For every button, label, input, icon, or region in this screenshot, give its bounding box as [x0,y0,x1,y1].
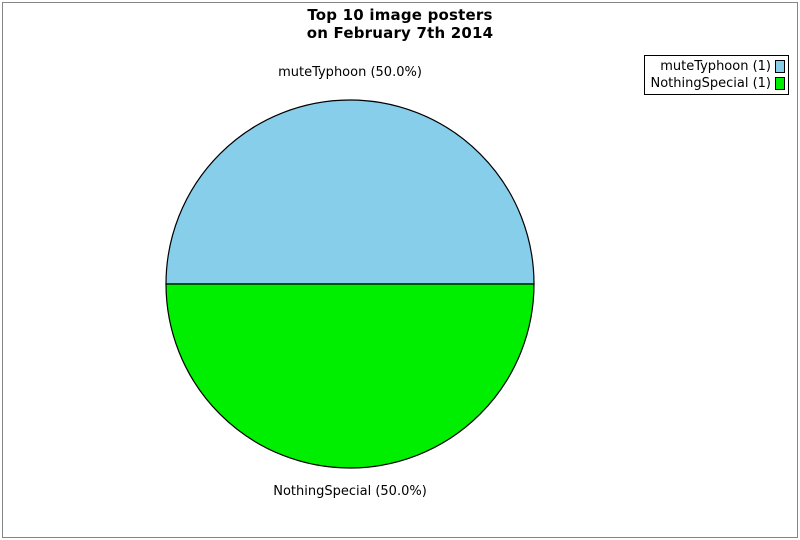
pie-slice-NothingSpecial [165,283,535,469]
chart-title-line2: on February 7th 2014 [306,24,494,42]
pie-chart-svg [165,99,535,469]
legend-label-NothingSpecial: NothingSpecial (1) [650,76,771,91]
pie-slice-muteTyphoon [165,99,535,285]
legend-swatch-muteTyphoon [775,60,785,73]
legend-item-muteTyphoon: muteTyphoon (1) [648,58,785,75]
legend-swatch-NothingSpecial [775,77,785,90]
legend-item-NothingSpecial: NothingSpecial (1) [648,75,785,92]
legend: muteTyphoon (1) NothingSpecial (1) [644,55,789,95]
legend-label-muteTyphoon: muteTyphoon (1) [660,59,771,74]
chart-title-line1: Top 10 image posters [307,6,493,24]
chart-title: Top 10 image posters on February 7th 201… [0,6,800,42]
slice-callout-muteTyphoon: muteTyphoon (50.0%) [278,65,422,80]
slice-callout-NothingSpecial: NothingSpecial (50.0%) [273,484,427,499]
